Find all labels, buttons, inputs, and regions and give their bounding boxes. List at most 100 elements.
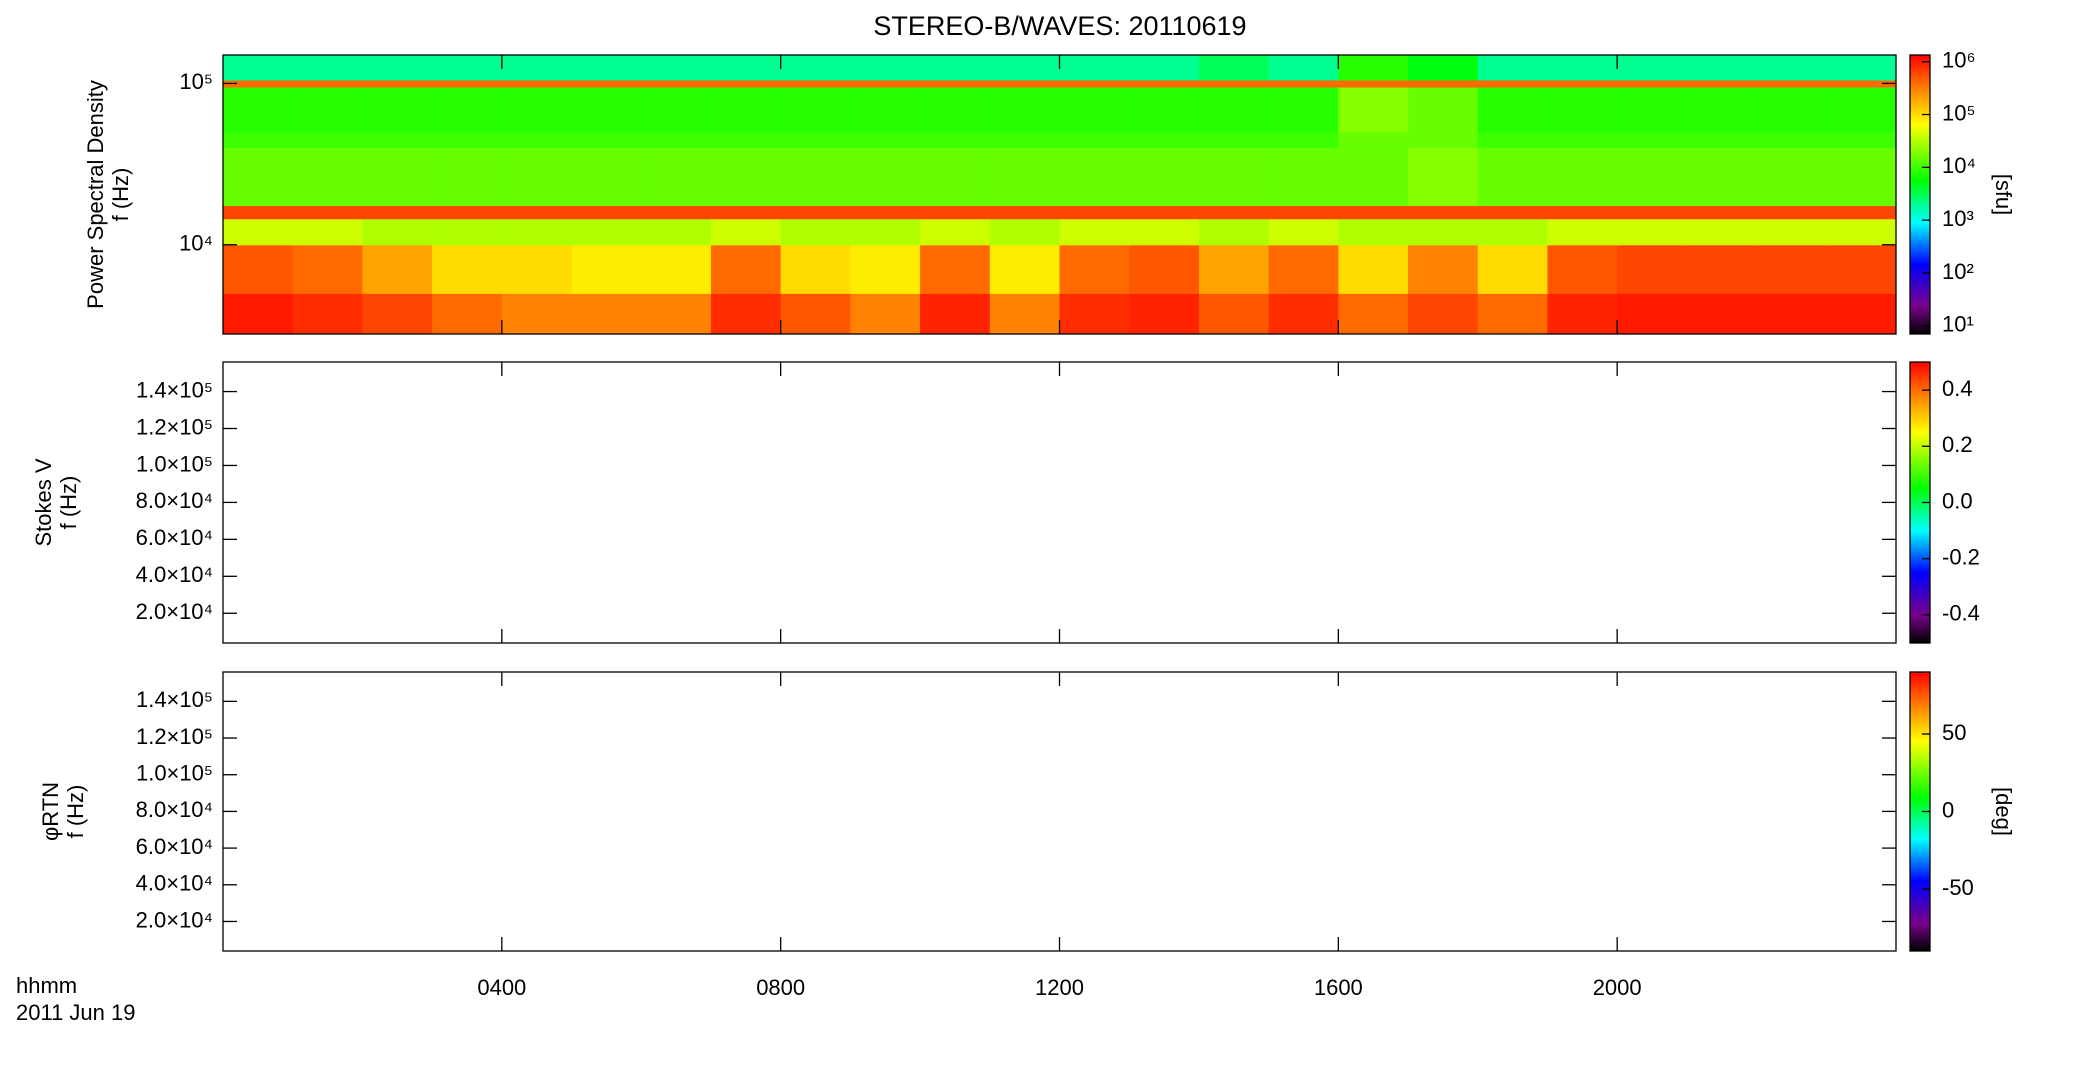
colorbar — [1909, 54, 1931, 335]
heatmap-cell — [1129, 293, 1200, 335]
heatmap-cell — [432, 218, 503, 246]
heatmap-cell — [1129, 147, 1200, 207]
heatmap-cell — [1408, 293, 1479, 335]
heatmap-cell — [1268, 218, 1339, 246]
heatmap-cell — [1686, 147, 1758, 207]
heatmap-cell — [1408, 55, 1479, 81]
heatmap-cell — [710, 244, 782, 294]
time-axis-label: hhmm — [16, 973, 77, 998]
heatmap-cell — [641, 244, 712, 294]
y-tick-label: 6.0×10⁴ — [136, 834, 213, 859]
y-tick-label: 2.0×10⁴ — [136, 599, 213, 624]
colorbar-tick-label: 10¹ — [1942, 312, 1974, 337]
heatmap-cell — [780, 293, 851, 335]
x-tick-label: 1600 — [1314, 975, 1363, 1000]
heatmap-cell — [1268, 244, 1339, 294]
heatmap-cell — [1617, 244, 1688, 294]
heatmap-cell — [641, 147, 712, 207]
heatmap-cell — [989, 218, 1060, 246]
heatmap-cell — [1338, 147, 1409, 207]
colorbar-tick-label: 0.2 — [1942, 432, 1973, 457]
heatmap-cell — [1129, 87, 1200, 133]
heatmap-cell — [1338, 205, 1409, 220]
heatmap-cell — [571, 244, 642, 294]
heatmap-cell — [1198, 218, 1270, 246]
heatmap-cell — [362, 87, 433, 133]
heatmap-cell — [1686, 205, 1758, 220]
heatmap-cell — [1826, 147, 1897, 207]
heatmap-cell — [292, 55, 363, 81]
heatmap-cell — [1826, 87, 1897, 133]
heatmap-cell — [1198, 87, 1270, 133]
heatmap-cell — [432, 244, 503, 294]
heatmap-cell — [989, 293, 1060, 335]
heatmap-cell — [223, 218, 294, 246]
heatmap-cell — [501, 205, 573, 220]
heatmap-cell — [1338, 244, 1409, 294]
y-tick-label: 4.0×10⁴ — [136, 562, 213, 587]
heatmap-cell — [432, 205, 503, 220]
heatmap-cell — [571, 218, 642, 246]
heatmap-cell — [362, 131, 433, 149]
heatmap-cell — [1547, 55, 1618, 81]
heatmap-cell — [223, 205, 294, 220]
colorbar-tick-label: 0.4 — [1942, 376, 1973, 401]
heatmap-cell — [501, 147, 573, 207]
heatmap-cell — [780, 131, 851, 149]
colorbar-tick-label: 0 — [1942, 797, 1954, 822]
heatmap-cell — [710, 55, 782, 81]
heatmap-cell — [223, 55, 294, 81]
heatmap-cell — [920, 55, 991, 81]
heatmap-cell — [1617, 79, 1688, 88]
heatmap-cell — [641, 79, 712, 88]
heatmap-cell — [1756, 55, 1827, 81]
heatmap-cell — [1338, 293, 1409, 335]
heatmap-cell — [989, 244, 1060, 294]
heatmap-cell — [1547, 293, 1618, 335]
y-tick-label: 1.0×10⁵ — [136, 761, 213, 786]
heatmap-cell — [1617, 55, 1688, 81]
colorbar-tick-label: 10⁶ — [1942, 48, 1976, 73]
heatmap-cell — [292, 293, 363, 335]
colorbar-tick-label: 10³ — [1942, 206, 1974, 231]
heatmap-cell — [850, 79, 921, 88]
heatmap-cell — [571, 55, 642, 81]
heatmap-cell — [850, 147, 921, 207]
y-tick-label: 4.0×10⁴ — [136, 871, 213, 896]
heatmap-cell — [1756, 218, 1827, 246]
heatmap-cell — [1129, 55, 1200, 81]
heatmap-cell — [1686, 79, 1758, 88]
colorbar-tick-label: 0.0 — [1942, 488, 1973, 513]
y-tick-label: 1.0×10⁵ — [136, 451, 213, 476]
heatmap-cell — [780, 244, 851, 294]
heatmap-cell — [1826, 55, 1897, 81]
heatmap-cell — [780, 55, 851, 81]
panel-frame — [222, 361, 1897, 644]
heatmap-cell — [223, 87, 294, 133]
heatmap-cell — [1059, 55, 1130, 81]
colorbar-tick-label: 50 — [1942, 720, 1966, 745]
heatmap-cell — [571, 205, 642, 220]
heatmap-cell — [223, 293, 294, 335]
y-tick-label: 10⁵ — [179, 69, 213, 94]
heatmap-cell — [501, 131, 573, 149]
heatmap-cell — [710, 87, 782, 133]
heatmap-cell — [1617, 87, 1688, 133]
heatmap-cell — [1268, 147, 1339, 207]
heatmap-cell — [1617, 218, 1688, 246]
heatmap-cell — [1338, 55, 1409, 81]
heatmap-cell — [501, 87, 573, 133]
x-tick-label: 0800 — [756, 975, 805, 1000]
heatmap-cell — [1826, 293, 1897, 335]
heatmap-cell — [641, 218, 712, 246]
heatmap-cell — [920, 218, 991, 246]
heatmap-cell — [223, 147, 294, 207]
x-tick-label: 1200 — [1035, 975, 1084, 1000]
heatmap-cell — [1477, 147, 1548, 207]
heatmap-cell — [1477, 244, 1548, 294]
heatmap-cell — [780, 147, 851, 207]
heatmap-cell — [1268, 131, 1339, 149]
y-tick-label: 10⁴ — [179, 231, 213, 256]
heatmap-cell — [641, 55, 712, 81]
heatmap-cell — [1617, 147, 1688, 207]
